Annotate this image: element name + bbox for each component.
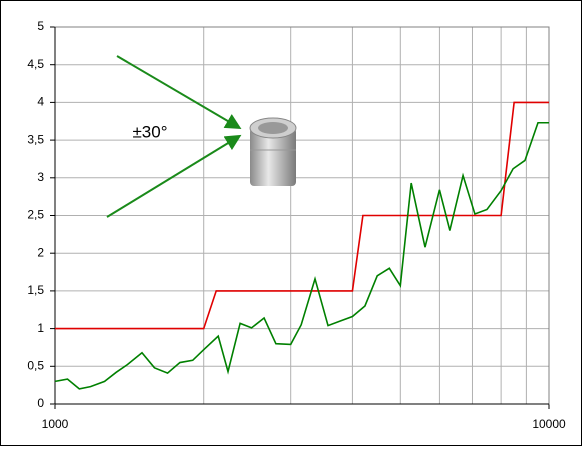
series-line — [55, 101, 549, 330]
plot-area: 0 0,5 1 1,5 2 2,5 3 3,5 4 4,5 5 1000 10000 — [27, 19, 566, 431]
x-tick-label: 10000 — [532, 417, 566, 431]
arrow — [106, 134, 242, 218]
y-tick-label: 3 — [37, 170, 44, 184]
y-tick-label: 4 — [37, 95, 44, 109]
y-tick-label: 0,5 — [27, 358, 44, 372]
y-tick-label: 4,5 — [27, 57, 44, 71]
y-tick-label: 2 — [37, 245, 44, 259]
x-tick-label: 1000 — [42, 417, 69, 431]
microphone-icon — [249, 117, 297, 186]
y-tick-label: 1 — [37, 321, 44, 335]
series-line — [54, 121, 549, 390]
y-tick-label: 3,5 — [27, 132, 44, 146]
y-tick-label: 1,5 — [27, 283, 44, 297]
y-tick-label: 0 — [37, 396, 44, 410]
y-tick-label: 2,5 — [27, 208, 44, 222]
arrow — [116, 55, 242, 130]
annotation: ±30° — [132, 122, 167, 141]
y-tick-label: 5 — [37, 19, 44, 33]
